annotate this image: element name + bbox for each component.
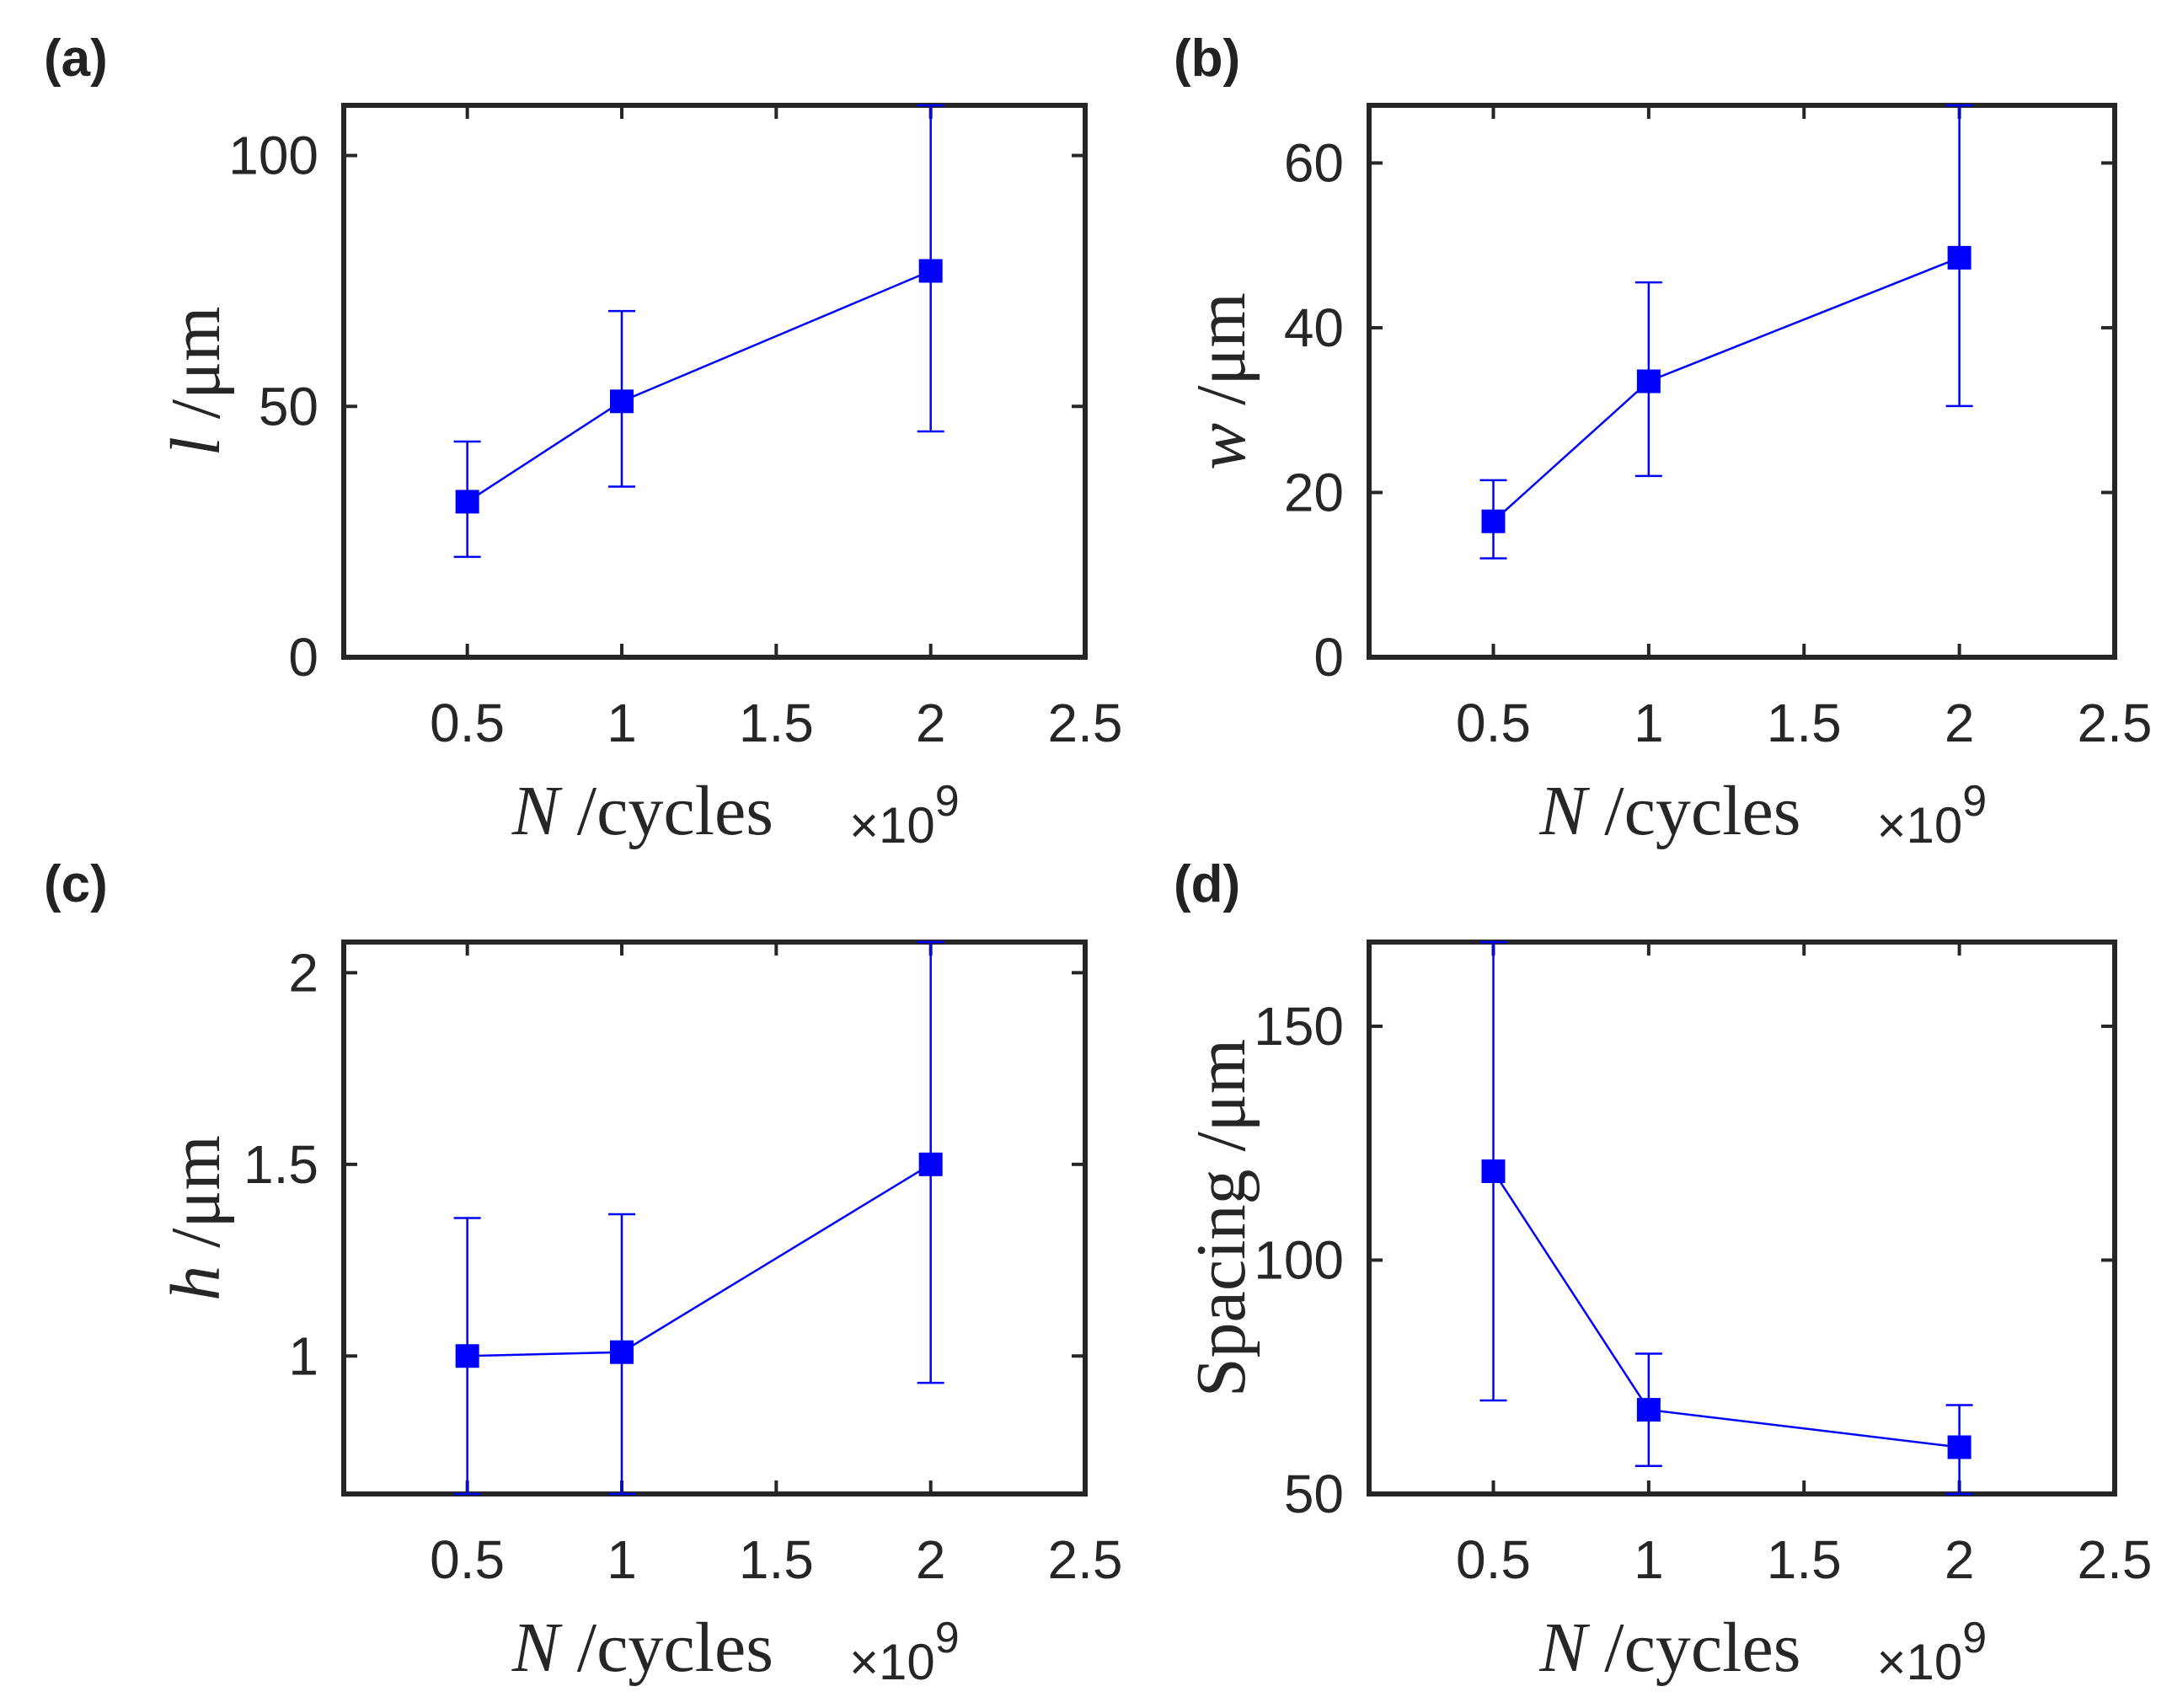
y-axis-unit: /μm <box>157 1135 235 1266</box>
x-tick-label: 1.5 <box>1767 1529 1842 1590</box>
y-axis-title: l /μm <box>157 306 235 456</box>
x-multiplier-exponent: 9 <box>935 1614 960 1662</box>
plot-frame <box>1367 103 2117 660</box>
y-axis-variable: h <box>157 1266 235 1301</box>
x-multiplier-exponent: 9 <box>935 777 960 826</box>
y-tick-label: 100 <box>228 126 318 186</box>
chart-panel-2: (b) 0.5 1 1.5 2 2.5 0 20 40 60 N /cycles ×109 w /μm <box>1174 29 2152 854</box>
x-multiplier-base: ×10 <box>849 797 935 854</box>
x-axis-variable: N <box>1538 1609 1590 1687</box>
x-axis-title: N /cycles <box>511 1609 773 1687</box>
data-point <box>455 490 479 514</box>
x-multiplier: ×109 <box>1877 777 1987 854</box>
y-tick-label: 1.5 <box>243 1134 318 1195</box>
plot-frame <box>341 103 1088 660</box>
y-tick-label: 150 <box>1254 996 1344 1057</box>
y-axis-title: w /μm <box>1182 292 1260 470</box>
x-axis-title: N /cycles <box>1538 772 1800 850</box>
y-axis-title: h /μm <box>157 1135 235 1301</box>
x-tick-label: 1 <box>607 693 637 753</box>
data-point <box>1481 509 1506 533</box>
y-axis-title: Spacing /μm <box>1182 1039 1260 1397</box>
x-axis-unit: /cycles <box>1586 1609 1800 1687</box>
x-tick-label: 2 <box>1945 693 1975 753</box>
panel-label: (c) <box>44 855 108 913</box>
y-tick-label: 40 <box>1284 297 1344 358</box>
x-axis-unit: /cycles <box>559 772 773 850</box>
x-multiplier: ×109 <box>849 777 960 854</box>
x-axis-unit: /cycles <box>559 1609 773 1687</box>
data-point <box>455 1344 479 1368</box>
x-tick-label: 1 <box>1634 693 1664 753</box>
y-tick-label: 20 <box>1284 462 1344 522</box>
x-axis-title: N /cycles <box>1538 1609 1800 1687</box>
y-tick-label: 50 <box>259 376 318 436</box>
y-tick-label: 0 <box>288 627 318 688</box>
x-axis-variable: N <box>511 1609 563 1687</box>
x-multiplier-base: ×10 <box>1877 797 1963 854</box>
series-line <box>467 1163 932 1357</box>
chart-panel-3: (c) 0.5 1 1.5 2 2.5 1 1.5 2 N /cycles ×109 h /μm <box>44 855 1122 1690</box>
panel-label: (a) <box>44 29 108 88</box>
series-line <box>1492 1170 1960 1448</box>
x-tick-label: 1.5 <box>739 693 814 753</box>
data-point <box>1636 1398 1661 1422</box>
panel-label: (d) <box>1174 855 1240 913</box>
y-axis-variable: w <box>1182 423 1260 470</box>
chart-panel-1: (a) 0.5 1 1.5 2 2.5 0 50 100 N /cycles ×109 l /μm <box>44 29 1122 854</box>
x-axis-variable: N <box>1538 772 1590 850</box>
series-line <box>466 270 932 503</box>
y-axis-unit: /μm <box>1182 292 1260 423</box>
x-axis-title: N /cycles <box>511 772 773 850</box>
y-tick-label: 2 <box>288 942 318 1003</box>
x-tick-label: 1 <box>607 1529 637 1590</box>
plot-frame <box>341 940 1088 1497</box>
x-tick-label: 2 <box>1945 1529 1975 1590</box>
data-point <box>1947 1435 1971 1459</box>
y-tick-label: 0 <box>1313 627 1344 688</box>
data-point <box>1947 245 1971 270</box>
y-axis-unit: /μm <box>157 306 235 436</box>
x-multiplier: ×109 <box>1877 1614 1987 1690</box>
y-tick-label: 50 <box>1284 1464 1344 1524</box>
x-tick-label: 0.5 <box>1456 1529 1531 1590</box>
plot-frame <box>1367 940 2117 1497</box>
panel-label: (b) <box>1174 29 1240 88</box>
x-tick-label: 0.5 <box>430 1529 505 1590</box>
y-tick-label: 1 <box>288 1325 318 1386</box>
x-tick-label: 2.5 <box>2078 693 2153 753</box>
data-point <box>1481 1159 1506 1183</box>
x-multiplier-base: ×10 <box>1877 1634 1963 1690</box>
x-tick-label: 1.5 <box>739 1529 814 1590</box>
x-tick-label: 2.5 <box>1048 693 1123 753</box>
x-tick-label: 0.5 <box>1456 693 1531 753</box>
x-tick-label: 0.5 <box>430 693 505 753</box>
x-tick-label: 1 <box>1634 1529 1664 1590</box>
x-axis-variable: N <box>511 772 563 850</box>
x-axis-unit: /cycles <box>1586 772 1800 850</box>
x-multiplier-exponent: 9 <box>1962 777 1987 826</box>
x-multiplier: ×109 <box>849 1614 960 1690</box>
x-multiplier-exponent: 9 <box>1962 1614 1987 1662</box>
x-tick-label: 2.5 <box>2078 1529 2153 1590</box>
x-tick-label: 2 <box>916 1529 946 1590</box>
data-point <box>610 389 634 414</box>
y-axis-variable: l <box>157 436 235 456</box>
x-multiplier-base: ×10 <box>849 1634 935 1690</box>
x-tick-label: 2.5 <box>1048 1529 1123 1590</box>
y-tick-label: 100 <box>1254 1229 1344 1290</box>
x-tick-label: 2 <box>916 693 946 753</box>
data-point <box>918 1152 943 1176</box>
y-tick-label: 60 <box>1284 132 1344 193</box>
data-point <box>610 1340 634 1364</box>
series-line <box>1492 256 1961 522</box>
data-point <box>918 259 943 283</box>
chart-panel-4: (d) 0.5 1 1.5 2 2.5 50 100 150 N /cycles ×109 Spaci… <box>1174 855 2152 1690</box>
data-point <box>1636 369 1661 394</box>
y-axis-unit: Spacing /μm <box>1182 1039 1260 1397</box>
x-tick-label: 1.5 <box>1767 693 1842 753</box>
